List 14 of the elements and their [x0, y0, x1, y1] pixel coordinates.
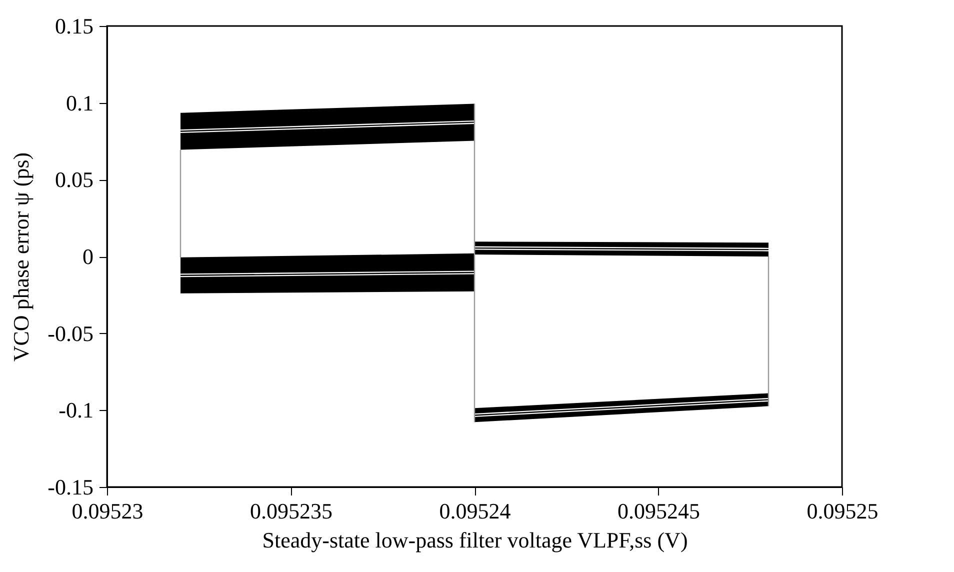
y-tick-label: -0.05: [48, 320, 94, 346]
y-axis-title: VCO phase error ψ (ps): [8, 152, 34, 362]
y-tick-label: 0: [82, 244, 94, 269]
x-tick-label: 0.09524: [439, 498, 511, 524]
y-tick-label: 0.05: [55, 167, 94, 192]
x-tick-label: 0.095235: [250, 498, 332, 524]
y-tick-label: 0.15: [55, 14, 94, 38]
y-tick-label: -0.1: [58, 398, 94, 423]
x-tick-label: 0.095245: [618, 498, 700, 524]
y-tick-label: -0.15: [48, 474, 94, 500]
y-tick-label: 0.1: [66, 90, 94, 116]
x-tick-label: 0.09523: [72, 498, 144, 524]
x-axis-title: Steady-state low-pass filter voltage VLPF,ss (V): [262, 528, 688, 552]
x-tick-label: 0.09525: [806, 498, 878, 524]
